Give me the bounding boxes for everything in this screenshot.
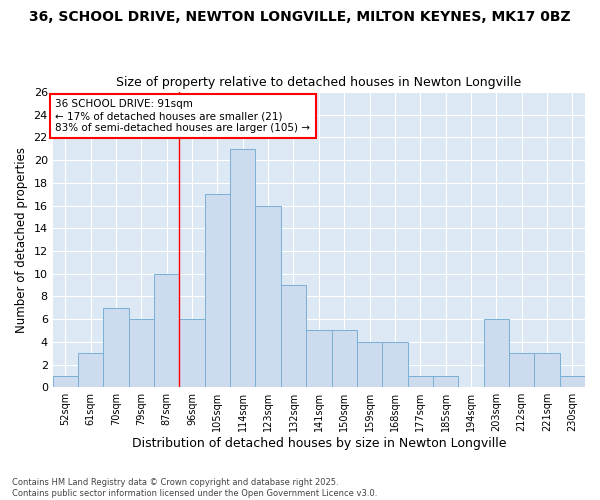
Bar (407, 376, 433, 387)
Bar (332, 330, 357, 387)
Bar (382, 342, 407, 387)
Bar (535, 353, 560, 387)
Bar (205, 194, 230, 387)
Bar (433, 376, 458, 387)
Bar (78, 353, 103, 387)
Y-axis label: Number of detached properties: Number of detached properties (15, 146, 28, 332)
Bar (154, 274, 179, 387)
Bar (560, 376, 585, 387)
Bar (103, 308, 129, 387)
Bar (179, 319, 205, 387)
Bar (357, 342, 382, 387)
Bar (53, 376, 78, 387)
Bar (509, 353, 535, 387)
Text: Contains HM Land Registry data © Crown copyright and database right 2025.
Contai: Contains HM Land Registry data © Crown c… (12, 478, 377, 498)
Text: 36 SCHOOL DRIVE: 91sqm
← 17% of detached houses are smaller (21)
83% of semi-det: 36 SCHOOL DRIVE: 91sqm ← 17% of detached… (55, 100, 310, 132)
Text: 36, SCHOOL DRIVE, NEWTON LONGVILLE, MILTON KEYNES, MK17 0BZ: 36, SCHOOL DRIVE, NEWTON LONGVILLE, MILT… (29, 10, 571, 24)
Bar (484, 319, 509, 387)
Title: Size of property relative to detached houses in Newton Longville: Size of property relative to detached ho… (116, 76, 521, 90)
Bar (256, 206, 281, 387)
Bar (306, 330, 332, 387)
Bar (281, 285, 306, 387)
Bar (230, 149, 256, 387)
Bar (129, 319, 154, 387)
X-axis label: Distribution of detached houses by size in Newton Longville: Distribution of detached houses by size … (131, 437, 506, 450)
